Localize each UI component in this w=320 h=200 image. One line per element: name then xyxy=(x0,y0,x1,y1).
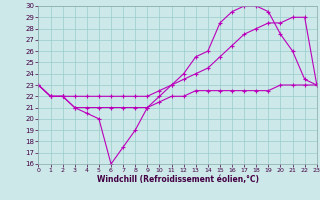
X-axis label: Windchill (Refroidissement éolien,°C): Windchill (Refroidissement éolien,°C) xyxy=(97,175,259,184)
